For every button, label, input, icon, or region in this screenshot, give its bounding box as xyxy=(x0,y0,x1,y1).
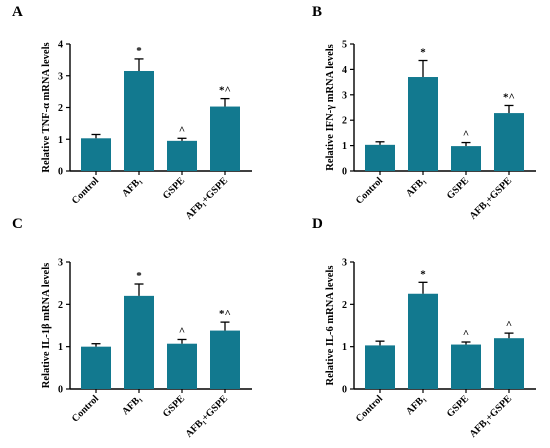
panel-d: D Relative IL-6 mRNA levels 0 1 2 3 Control * AF… xyxy=(312,216,536,440)
significance-marker: * xyxy=(136,270,142,282)
category-label: GSPE xyxy=(161,175,187,201)
bar xyxy=(124,295,154,389)
y-tick-label: 3 xyxy=(342,258,347,269)
category-label: AFB₁ xyxy=(404,175,428,199)
y-tick-label: 2 xyxy=(58,103,63,114)
bar xyxy=(451,146,481,171)
category-label: GSPE xyxy=(161,393,187,419)
y-tick-label: 0 xyxy=(342,167,347,178)
y-tick-label: 1 xyxy=(58,342,63,353)
significance-marker: ^ xyxy=(179,325,185,337)
significance-marker: *^ xyxy=(219,308,231,320)
panel-letter: D xyxy=(312,216,323,232)
panel-letter: B xyxy=(312,4,322,20)
category-label: AFB₁ xyxy=(404,393,428,417)
significance-marker: ^ xyxy=(463,129,469,141)
bar xyxy=(124,70,154,171)
y-tick-label: 5 xyxy=(342,40,347,51)
y-tick-label: 1 xyxy=(58,135,63,146)
category-label: AFB₁ xyxy=(120,175,144,199)
y-tick-label: 4 xyxy=(342,65,347,76)
significance-marker: ^ xyxy=(463,328,469,340)
category-label: AFB₁+GSPE xyxy=(468,175,515,222)
bar xyxy=(451,344,481,389)
y-tick-label: 4 xyxy=(58,40,63,51)
bar xyxy=(494,113,524,171)
category-label: Control xyxy=(354,175,385,206)
significance-marker: ^ xyxy=(506,319,512,331)
y-axis-label: Relative TNF-α mRNA levels xyxy=(41,42,52,172)
y-tick-label: 0 xyxy=(342,385,347,396)
y-tick-label: 2 xyxy=(342,300,347,311)
category-label: Control xyxy=(70,393,101,424)
y-tick-label: 0 xyxy=(58,167,63,178)
bar xyxy=(81,138,111,171)
bar xyxy=(210,106,240,171)
y-tick-label: 0 xyxy=(58,385,63,396)
y-axis-label: Relative IFN-γ mRNA levels xyxy=(325,44,336,171)
panel-a: A Relative TNF-α mRNA levels 0 1 2 3 4 Control *… xyxy=(12,4,252,222)
panel-letter: A xyxy=(12,4,23,20)
panel-b: B Relative IFN-γ mRNA levels 0 1 2 3 4 5 Control… xyxy=(312,4,536,222)
bar xyxy=(408,77,438,171)
significance-marker: *^ xyxy=(503,91,515,103)
y-tick-label: 1 xyxy=(342,141,347,152)
panel-c: C Relative IL-1β mRNA levels 0 1 2 3 Control * A… xyxy=(12,216,252,440)
bar xyxy=(365,345,395,389)
category-label: AFB₁+GSPE xyxy=(184,175,231,222)
y-tick-label: 2 xyxy=(342,116,347,127)
y-tick-label: 2 xyxy=(58,300,63,311)
y-tick-label: 1 xyxy=(342,342,347,353)
significance-marker: * xyxy=(420,47,426,59)
panel-letter: C xyxy=(12,216,23,232)
significance-marker: *^ xyxy=(219,85,231,97)
bar xyxy=(494,338,524,389)
y-tick-label: 3 xyxy=(58,258,63,269)
y-tick-label: 3 xyxy=(342,90,347,101)
category-label: AFB₁+GSPE xyxy=(468,393,515,440)
y-axis-label: Relative IL-1β mRNA levels xyxy=(41,263,52,388)
category-label: Control xyxy=(354,393,385,424)
bar xyxy=(365,144,395,171)
bar xyxy=(167,140,197,171)
significance-marker: * xyxy=(136,45,142,57)
significance-marker: ^ xyxy=(179,124,185,136)
category-label: AFB₁+GSPE xyxy=(184,393,231,440)
category-label: Control xyxy=(70,175,101,206)
bar xyxy=(210,330,240,389)
bar xyxy=(167,343,197,389)
category-label: GSPE xyxy=(445,175,471,201)
y-tick-label: 3 xyxy=(58,71,63,82)
y-axis-label: Relative IL-6 mRNA levels xyxy=(325,266,336,386)
category-label: GSPE xyxy=(445,393,471,419)
bar xyxy=(81,346,111,389)
category-label: AFB₁ xyxy=(120,393,144,417)
significance-marker: * xyxy=(420,268,426,280)
bar xyxy=(408,293,438,389)
